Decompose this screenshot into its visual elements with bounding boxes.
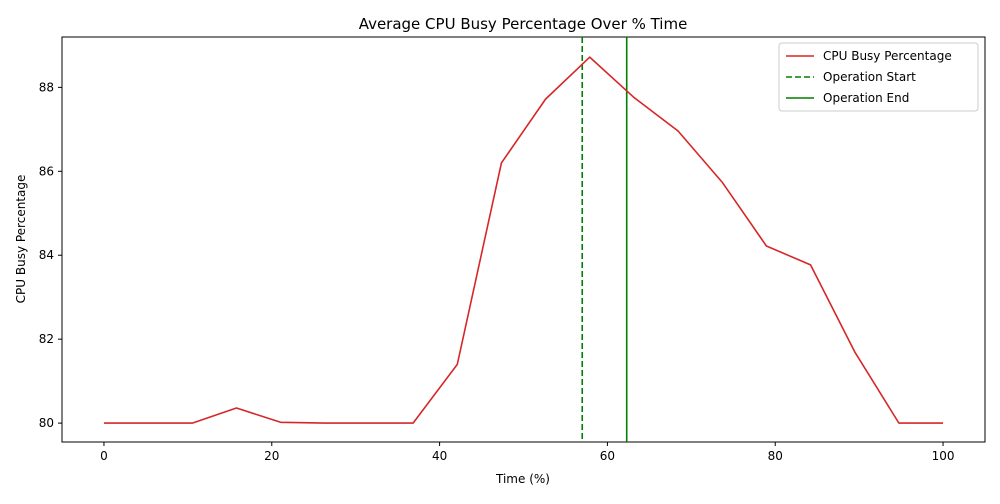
- legend: CPU Busy Percentage Operation Start Operat…: [778, 42, 979, 112]
- y-tick-label: 84: [39, 248, 54, 262]
- legend-entry-cpu-busy-label: CPU Busy Percentage: [823, 49, 952, 63]
- y-tick-label: 80: [39, 416, 54, 430]
- series-layer: [103, 56, 944, 424]
- legend-box: [778, 42, 979, 112]
- cpu-busy-series-line: [103, 56, 944, 424]
- y-axis: 80 82 84 86 88: [39, 80, 62, 430]
- x-tick-label: 20: [264, 449, 279, 463]
- x-tick-label: 40: [432, 449, 447, 463]
- legend-entry-operation-start-label: Operation Start: [823, 70, 916, 84]
- plot-area: [61, 36, 986, 443]
- legend-entry-operation-end-label: Operation End: [823, 91, 909, 105]
- y-tick-label: 86: [39, 164, 54, 178]
- chart-title: Average CPU Busy Percentage Over % Time: [359, 15, 688, 33]
- y-tick-label: 82: [39, 332, 54, 346]
- reference-lines: [581, 37, 628, 442]
- x-tick-label: 60: [600, 449, 615, 463]
- x-tick-label: 100: [932, 449, 955, 463]
- y-axis-label: CPU Busy Percentage: [14, 175, 28, 304]
- x-axis: 0 20 40 60 80 100: [100, 442, 954, 463]
- y-tick-label: 88: [39, 80, 54, 94]
- x-tick-label: 0: [100, 449, 108, 463]
- x-axis-label: Time (%): [495, 472, 550, 486]
- x-tick-label: 80: [768, 449, 783, 463]
